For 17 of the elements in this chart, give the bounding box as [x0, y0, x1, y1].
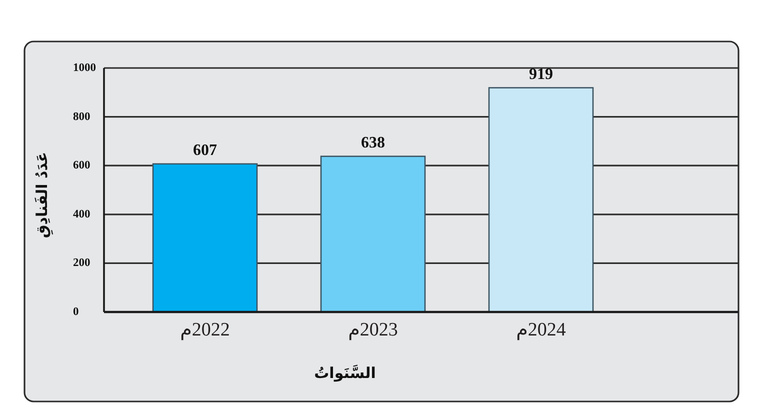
- bar: [152, 163, 258, 313]
- bar: [488, 87, 594, 313]
- data-label: 919: [529, 66, 553, 83]
- x-axis-title: السَّنَواتُ: [314, 364, 376, 382]
- data-label: 638: [361, 134, 385, 152]
- y-tick-label: 600: [73, 160, 90, 172]
- y-tick-label: 400: [73, 208, 90, 220]
- x-tick-label: 2024م: [516, 320, 566, 340]
- y-tick-label: 1000: [73, 62, 96, 74]
- y-tick-label: 200: [73, 257, 90, 270]
- y-tick-label: 800: [73, 110, 90, 123]
- data-label: 607: [193, 142, 217, 159]
- bar: [320, 156, 426, 313]
- y-tick-label: 0: [73, 306, 79, 318]
- x-tick-label: 2023م: [348, 320, 398, 340]
- x-tick-label: 2022م: [180, 320, 230, 340]
- y-axis-title: عَدَدُ الفَنادِقِ: [33, 152, 54, 238]
